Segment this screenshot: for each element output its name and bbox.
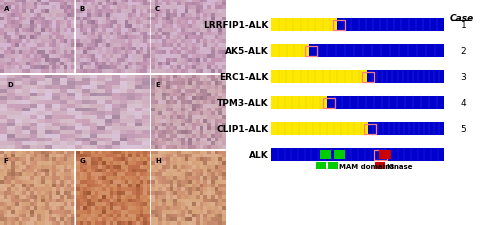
Bar	[305, 47, 317, 57]
Bar	[367, 71, 444, 84]
Text: 2: 2	[461, 47, 466, 56]
Bar	[328, 162, 338, 169]
Bar	[327, 97, 444, 110]
Text: AK5-ALK: AK5-ALK	[225, 47, 269, 56]
Text: ERC1-ALK: ERC1-ALK	[219, 73, 269, 82]
Bar	[368, 123, 444, 136]
Text: A: A	[4, 6, 9, 12]
Text: Kinase: Kinase	[386, 163, 412, 169]
Text: C: C	[155, 6, 160, 12]
Bar	[271, 19, 337, 32]
Text: D: D	[8, 81, 13, 87]
Text: Case: Case	[450, 14, 474, 22]
Bar	[323, 98, 335, 109]
Bar	[320, 151, 331, 160]
Bar	[375, 162, 384, 169]
Bar	[271, 149, 444, 162]
Text: MAM domains: MAM domains	[339, 163, 395, 169]
Text: 4: 4	[461, 99, 466, 108]
Bar	[316, 162, 326, 169]
Text: TPM3-ALK: TPM3-ALK	[217, 99, 269, 108]
Bar	[362, 72, 374, 83]
Text: 3: 3	[461, 73, 467, 82]
Bar	[364, 124, 376, 135]
Bar	[334, 151, 345, 160]
Bar	[271, 123, 368, 136]
Bar	[271, 71, 367, 84]
Text: F: F	[4, 157, 9, 163]
Text: ALK: ALK	[249, 151, 269, 160]
Text: LRRFIP1-ALK: LRRFIP1-ALK	[204, 21, 269, 30]
Bar	[337, 19, 444, 32]
Bar	[271, 97, 327, 110]
Text: 5: 5	[461, 125, 467, 134]
Text: G: G	[79, 157, 85, 163]
Bar	[374, 150, 386, 160]
Text: CLIP1-ALK: CLIP1-ALK	[217, 125, 269, 134]
Text: 1: 1	[461, 21, 467, 30]
Text: H: H	[155, 157, 161, 163]
Bar	[379, 151, 391, 160]
Bar	[271, 45, 310, 58]
Bar	[310, 45, 444, 58]
Bar	[333, 21, 345, 31]
Text: E: E	[155, 81, 160, 87]
Text: B: B	[79, 6, 84, 12]
